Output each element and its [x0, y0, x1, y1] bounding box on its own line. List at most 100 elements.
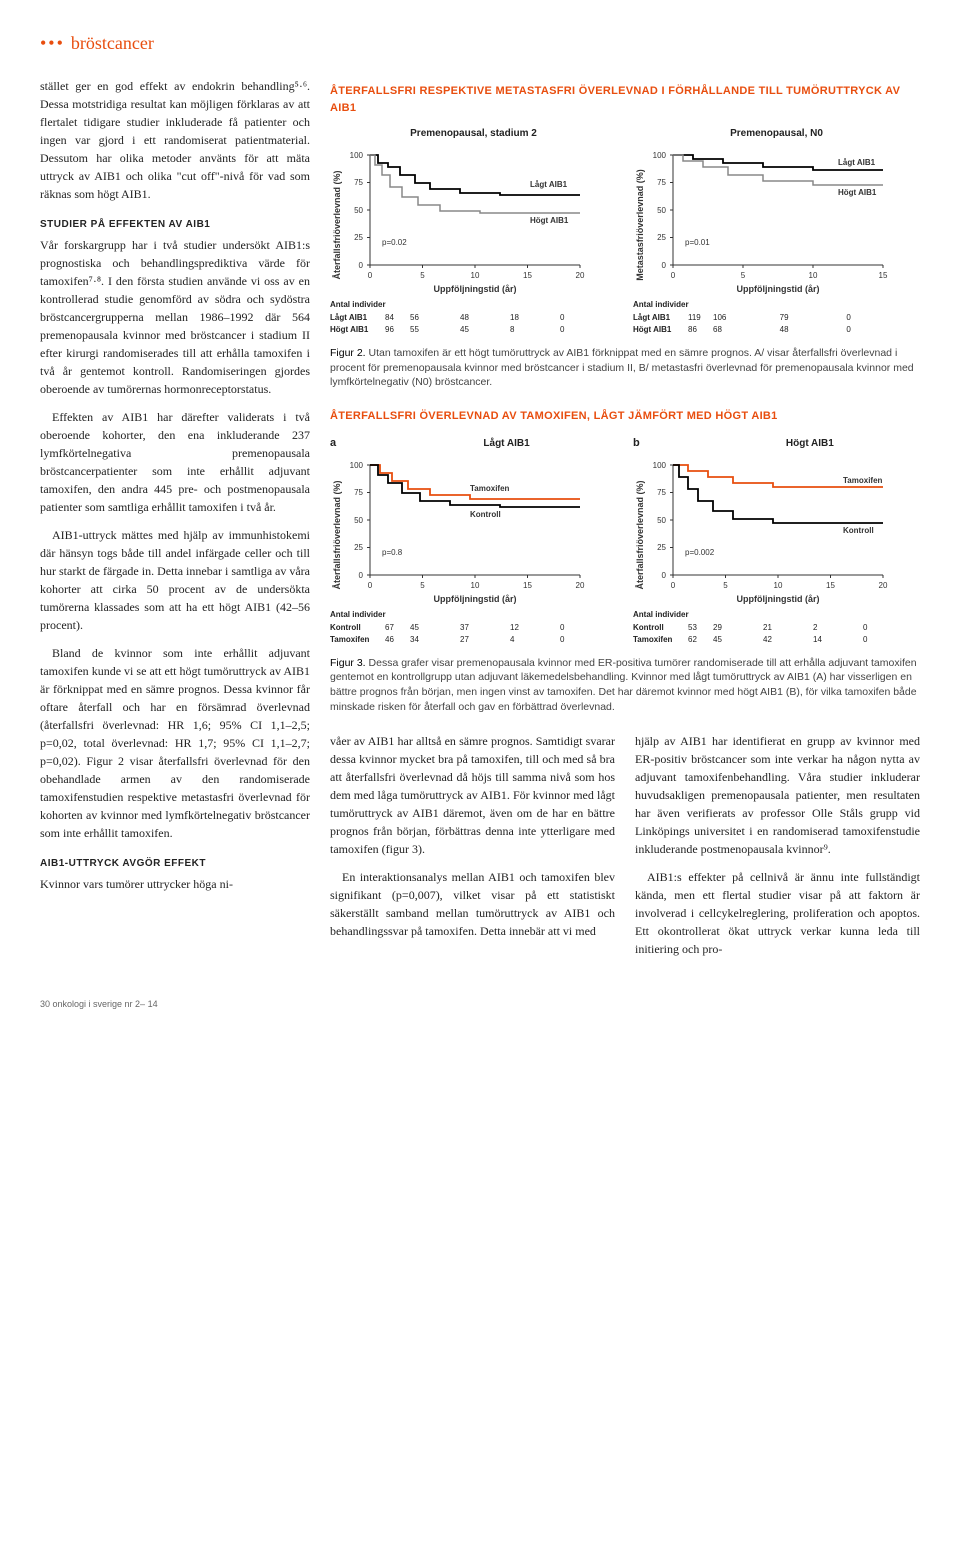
svg-text:20: 20 — [879, 581, 888, 590]
svg-text:0: 0 — [671, 581, 676, 590]
fig2-pair: Premenopausal, stadium 2 Återfallsfriöve… — [330, 126, 920, 336]
svg-text:15: 15 — [523, 271, 532, 280]
svg-text:75: 75 — [354, 488, 363, 497]
dots-icon: ••• — [40, 30, 65, 57]
svg-text:100: 100 — [350, 461, 364, 470]
svg-text:75: 75 — [354, 178, 363, 187]
fig3-title: ÅTERFALLSFRI ÖVERLEVNAD AV TAMOXIFEN, LÅ… — [330, 408, 920, 425]
svg-text:100: 100 — [653, 151, 667, 160]
fig2-panel-b: Premenopausal, N0 Metastasfriöverlevnad … — [633, 126, 920, 336]
svg-text:20: 20 — [576, 581, 585, 590]
svg-text:15: 15 — [523, 581, 532, 590]
table-row: Lågt AIB1845648180 — [330, 312, 617, 324]
fig2b-table: Antal individer Lågt AIB1119106790Högt A… — [633, 299, 920, 336]
fig3b-tag: b — [633, 435, 640, 452]
svg-text:10: 10 — [809, 271, 818, 280]
fig3a-table: Antal individer Kontroll674537120Tamoxif… — [330, 609, 617, 646]
svg-text:75: 75 — [657, 178, 666, 187]
right-column: ÅTERFALLSFRI RESPEKTIVE METASTASFRI ÖVER… — [330, 77, 920, 968]
fig3a-chart: Återfallsfriöverlevnad (%) 0 25 50 75 10… — [330, 455, 600, 605]
svg-text:5: 5 — [420, 581, 425, 590]
svg-text:0: 0 — [662, 571, 667, 580]
table-row: Högt AIB196554580 — [330, 324, 617, 336]
fig2a-ylabel: Återfallsfriöverlevnad (%) — [332, 170, 342, 279]
fig3a-tag: a — [330, 435, 336, 452]
fig2a-table: Antal individer Lågt AIB1845648180Högt A… — [330, 299, 617, 336]
body-p4: AIB1-uttryck mättes med hjälp av immunhi… — [40, 526, 310, 634]
fig2-panel-a: Premenopausal, stadium 2 Återfallsfriöve… — [330, 126, 617, 336]
fig2a-xlabel: Uppföljningstid (år) — [434, 284, 517, 294]
bottom-col-1: våer av AIB1 har alltså en sämre prognos… — [330, 732, 615, 968]
svg-text:10: 10 — [471, 581, 480, 590]
fig2b-chart: Metastasfriöverlevnad (%) 0 25 50 75 100… — [633, 145, 903, 295]
fig2a-pval: p=0.02 — [382, 238, 407, 247]
svg-text:50: 50 — [354, 206, 363, 215]
page-footer: 30 onkologi i sverige nr 2– 14 — [40, 998, 920, 1012]
fig3-caption: Figur 3. Dessa grafer visar premenopausa… — [330, 656, 920, 715]
svg-text:0: 0 — [359, 261, 364, 270]
section-label: bröstcancer — [71, 30, 154, 57]
fig3a-ylabel: Återfallsfriöverlevnad (%) — [332, 480, 342, 589]
fig2a-yticks: 0 25 50 75 100 — [350, 151, 370, 270]
section-header: ••• bröstcancer — [40, 30, 920, 57]
body-p1: stället ger en god effekt av endokrin be… — [40, 77, 310, 203]
svg-text:0: 0 — [662, 261, 667, 270]
subhead-2: AIB1-UTTRYCK AVGÖR EFFEKT — [40, 856, 310, 871]
fig3a-subtitle: Lågt AIB1 — [396, 436, 617, 451]
svg-text:25: 25 — [354, 233, 363, 242]
svg-text:50: 50 — [354, 516, 363, 525]
svg-text:0: 0 — [368, 271, 373, 280]
table-row: Tamoxifen624542140 — [633, 634, 920, 646]
fig3-pair: a Lågt AIB1 Återfallsfriöverlevnad (%) 0… — [330, 435, 920, 646]
left-column: stället ger en god effekt av endokrin be… — [40, 77, 310, 968]
body-p2: Vår forskargrupp har i två studier under… — [40, 236, 310, 398]
svg-text:5: 5 — [741, 271, 746, 280]
svg-text:50: 50 — [657, 516, 666, 525]
fig3a-series1-label: Tamoxifen — [470, 484, 510, 493]
fig3b-ylabel: Återfallsfriöverlevnad (%) — [635, 480, 645, 589]
fig3b-pval: p=0.002 — [685, 548, 715, 557]
fig2a-subtitle: Premenopausal, stadium 2 — [330, 126, 617, 141]
svg-text:100: 100 — [350, 151, 364, 160]
svg-text:25: 25 — [354, 543, 363, 552]
table-row: Lågt AIB1119106790 — [633, 312, 920, 324]
svg-text:20: 20 — [576, 271, 585, 280]
fig2-caption: Figur 2. Utan tamoxifen är ett högt tumö… — [330, 346, 920, 390]
fig2b-pval: p=0.01 — [685, 238, 710, 247]
fig3a-series2-label: Kontroll — [470, 510, 501, 519]
svg-text:0: 0 — [671, 271, 676, 280]
fig2a-xticks: 0 5 10 15 20 — [368, 265, 585, 280]
fig3b-series1-label: Tamoxifen — [843, 476, 883, 485]
svg-text:10: 10 — [471, 271, 480, 280]
table-row: Tamoxifen46342740 — [330, 634, 617, 646]
svg-text:50: 50 — [657, 206, 666, 215]
svg-text:5: 5 — [420, 271, 425, 280]
svg-text:0: 0 — [368, 581, 373, 590]
body-p6: Kvinnor vars tumörer uttrycker höga ni- — [40, 875, 310, 893]
fig3-panel-a: a Lågt AIB1 Återfallsfriöverlevnad (%) 0… — [330, 435, 617, 646]
svg-text:100: 100 — [653, 461, 667, 470]
svg-text:15: 15 — [879, 271, 888, 280]
table-row: Kontroll674537120 — [330, 622, 617, 634]
fig3b-series2-label: Kontroll — [843, 526, 874, 535]
fig2b-ylabel: Metastasfriöverlevnad (%) — [635, 169, 645, 281]
body-p5: Bland de kvinnor som inte erhållit adjuv… — [40, 644, 310, 842]
fig2b-series1-label: Lågt AIB1 — [838, 158, 876, 167]
fig3a-pval: p=0.8 — [382, 548, 403, 557]
table-row: Kontroll53292120 — [633, 622, 920, 634]
svg-text:15: 15 — [826, 581, 835, 590]
fig3b-chart: Återfallsfriöverlevnad (%) 0 25 50 75 10… — [633, 455, 903, 605]
fig3b-subtitle: Högt AIB1 — [700, 436, 920, 451]
fig2b-yticks: 0 25 50 75 100 — [653, 151, 673, 270]
svg-text:10: 10 — [774, 581, 783, 590]
bottom-columns: våer av AIB1 har alltså en sämre prognos… — [330, 732, 920, 968]
fig3-panel-b: b Högt AIB1 Återfallsfriöverlevnad (%) 0… — [633, 435, 920, 646]
svg-text:25: 25 — [657, 233, 666, 242]
svg-text:5: 5 — [723, 581, 728, 590]
subhead-1: STUDIER PÅ EFFEKTEN AV AIB1 — [40, 217, 310, 232]
bottom-col-2: hjälp av AIB1 har identifierat en grupp … — [635, 732, 920, 968]
fig2a-series1-label: Lågt AIB1 — [530, 180, 568, 189]
fig2b-xticks: 0 5 10 15 — [671, 265, 888, 280]
fig2b-subtitle: Premenopausal, N0 — [633, 126, 920, 141]
body-p3: Effekten av AIB1 har därefter validerats… — [40, 408, 310, 516]
